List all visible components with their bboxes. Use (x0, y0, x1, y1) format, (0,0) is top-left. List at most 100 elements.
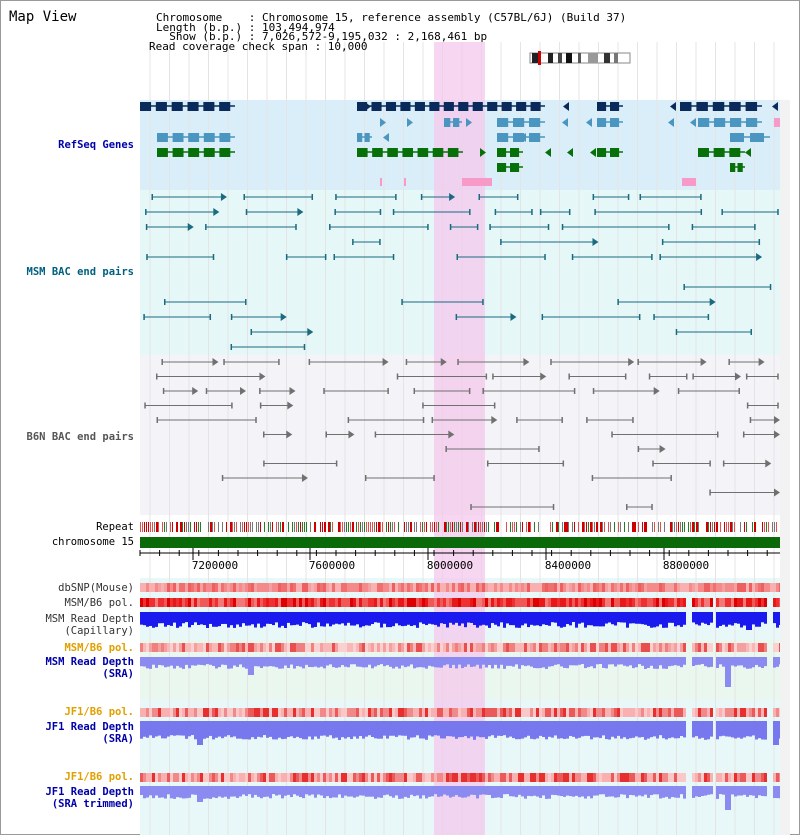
repeat-element (230, 522, 232, 532)
repeat-element (240, 522, 241, 532)
b6n-bac-pairs-track[interactable] (144, 358, 780, 510)
gene-exon (529, 133, 541, 142)
polymorphism-cell (299, 773, 302, 782)
gene-strand-arrow (690, 118, 696, 127)
polymorphism-cell (473, 708, 476, 717)
polymorphism-cell (638, 708, 641, 717)
polymorphism-cell (599, 598, 602, 607)
read-depth-bar (368, 721, 371, 736)
read-depth-bar (473, 612, 476, 625)
polymorphism-cell (173, 583, 176, 592)
read-depth-bar (206, 657, 209, 665)
read-depth-bar (326, 721, 329, 737)
gene-strand-arrow (717, 102, 723, 111)
read-depth-bar (731, 786, 734, 795)
read-depth-bar (605, 612, 608, 624)
polymorphism-cell (419, 708, 422, 717)
polymorphism-cell (284, 583, 287, 592)
read-depth-tracks[interactable] (140, 612, 782, 810)
polymorphism-cell (422, 643, 425, 652)
polymorphism-cell (236, 643, 239, 652)
polymorphism-cell (605, 583, 608, 592)
read-depth-bar (455, 786, 458, 796)
polymorphism-cell (320, 708, 323, 717)
polymorphism-cell (311, 773, 314, 782)
polymorphism-cell (518, 773, 521, 782)
polymorphism-cell (179, 643, 182, 652)
read-depth-bar (611, 657, 614, 665)
polymorphism-cell (233, 643, 236, 652)
polymorphism-cell (419, 643, 422, 652)
polymorphism-cell (596, 598, 599, 607)
polymorphism-cell (482, 598, 485, 607)
read-depth-bar (311, 721, 314, 740)
polymorphism-cell (335, 708, 338, 717)
read-depth-bar (569, 612, 572, 626)
read-depth-bar (347, 721, 350, 738)
polymorphism-cell (257, 598, 260, 607)
read-depth-bar (368, 657, 371, 665)
repeat-element (746, 522, 747, 532)
polymorphism-cell (350, 773, 353, 782)
polymorphism-cell (548, 643, 551, 652)
repeat-element (186, 522, 187, 532)
polymorphism-cell (344, 708, 347, 717)
read-depth-bar (542, 786, 545, 796)
polymorphism-cell (647, 773, 650, 782)
read-depth-bar (380, 612, 383, 628)
polymorphism-cell (332, 598, 335, 607)
polymorphism-cell (263, 583, 266, 592)
read-depth-bar (626, 657, 629, 667)
polymorphism-cell (752, 583, 755, 592)
polymorphism-cell (212, 773, 215, 782)
b6n-bac-label: B6N BAC end pairs (26, 431, 134, 443)
read-depth-bar (602, 612, 605, 627)
polymorphism-cell (392, 583, 395, 592)
read-depth-bar (182, 612, 185, 624)
chromosome-ideogram[interactable] (529, 51, 631, 65)
polymorphism-cell (704, 773, 707, 782)
chromosome-bar[interactable] (140, 537, 780, 548)
polymorphism-cell (203, 773, 206, 782)
read-depth-bar (647, 657, 650, 668)
read-depth-bar (707, 612, 710, 626)
polymorphism-cell (776, 708, 779, 717)
polymorphism-cell (413, 583, 416, 592)
highlight-region[interactable] (434, 42, 485, 835)
polymorphism-cell (530, 708, 533, 717)
polymorphism-cell (536, 643, 539, 652)
repeat-track[interactable] (140, 522, 777, 532)
read-depth-bar (452, 786, 455, 797)
polymorphism-cell (719, 598, 722, 607)
read-depth-bar (356, 721, 359, 739)
read-depth-bar (458, 612, 461, 626)
repeat-element (184, 522, 185, 532)
polymorphism-cell (362, 583, 365, 592)
polymorphism-tracks[interactable] (140, 583, 782, 782)
msm-bac-pairs-track[interactable] (143, 193, 779, 350)
read-depth-bar (401, 612, 404, 627)
read-depth-bar (536, 657, 539, 669)
read-depth-bar (170, 657, 173, 666)
polymorphism-cell (539, 598, 542, 607)
read-depth-bar (332, 786, 335, 798)
read-depth-bar (434, 612, 437, 625)
read-depth-bar (683, 721, 686, 738)
polymorphism-cell (176, 598, 179, 607)
read-depth-bar (764, 657, 767, 667)
read-depth-bar (470, 721, 473, 737)
read-depth-bar (425, 721, 428, 740)
read-depth-bar (749, 612, 752, 630)
axis-tick-label: 8000000 (427, 559, 473, 572)
refseq-gene-track[interactable] (140, 102, 780, 186)
polymorphism-cell (284, 643, 287, 652)
polymorphism-cell (695, 583, 698, 592)
read-depth-bar (737, 612, 740, 624)
read-depth-bar (314, 657, 317, 667)
polymorphism-cell (308, 583, 311, 592)
polymorphism-cell (197, 708, 200, 717)
polymorphism-cell (761, 643, 764, 652)
read-depth-bar (764, 612, 767, 624)
polymorphism-cell (683, 583, 686, 592)
